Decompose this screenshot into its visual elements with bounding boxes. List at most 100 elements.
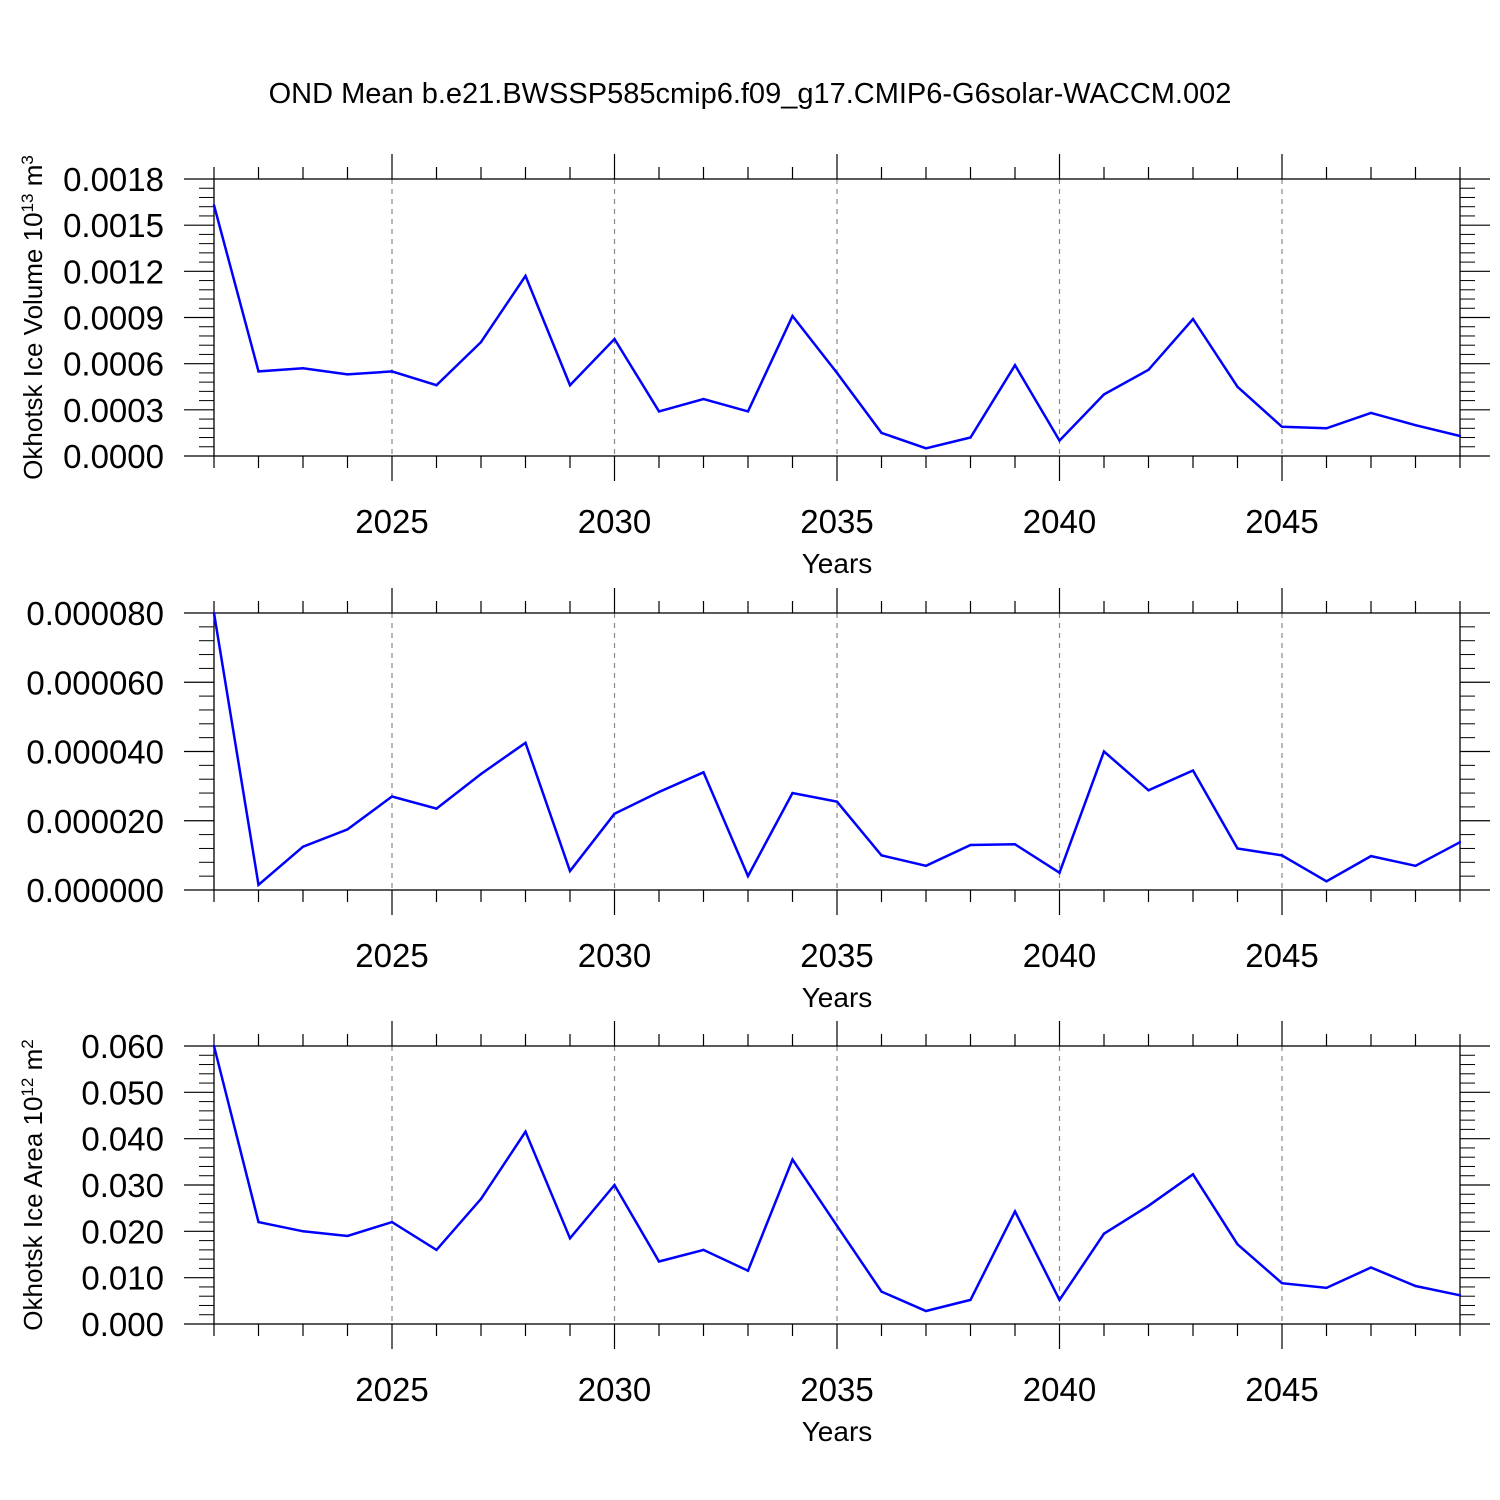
y-tick-label: 0.0015 — [63, 207, 164, 244]
data-point — [1369, 411, 1373, 415]
data-point — [791, 314, 794, 318]
panel-2: 2025 2030 2035 2040 2045 Years 0.000000 0.00002… — [26, 588, 1490, 1013]
data-point — [301, 1230, 305, 1233]
y-tick-label: 0.0009 — [63, 300, 164, 337]
figure-title: OND Mean b.e21.BWSSP585cmip6.f09_g17.CMI… — [269, 78, 1232, 110]
y-tick-label: 0.000080 — [26, 595, 164, 632]
x-tick-label: 2040 — [1023, 937, 1096, 974]
data-point — [835, 800, 839, 803]
y-tick-label: 0.000020 — [26, 803, 164, 840]
y-tick-label: 0.040 — [81, 1121, 164, 1158]
data-point — [212, 611, 216, 615]
data-point — [257, 1220, 260, 1224]
data-point — [568, 1237, 572, 1240]
y-tick-label: 0.020 — [81, 1213, 164, 1250]
data-point — [1147, 789, 1150, 792]
y-tick-label: 0.030 — [81, 1167, 164, 1204]
data-point — [212, 1044, 216, 1048]
data-point — [435, 384, 438, 387]
data-point — [613, 337, 616, 341]
data-point — [1013, 843, 1017, 846]
data-point — [1102, 1232, 1106, 1235]
data-point — [1013, 364, 1017, 367]
data-point — [702, 771, 705, 774]
data-point — [1414, 1284, 1417, 1288]
x-tick-label: 2030 — [578, 503, 651, 540]
y-tick-label: 0.010 — [81, 1260, 164, 1297]
data-point — [1280, 854, 1284, 857]
data-point — [212, 203, 216, 207]
y-tick-label: 0.0006 — [63, 346, 164, 383]
data-point — [1458, 434, 1462, 438]
data-point — [301, 367, 305, 370]
data-point — [524, 741, 527, 745]
data-point — [346, 1234, 349, 1238]
x-tick-label: 2045 — [1245, 1371, 1318, 1408]
data-point — [657, 790, 661, 794]
data-point — [479, 772, 483, 776]
y-tick-label: 0.0012 — [63, 253, 164, 290]
data-point — [1191, 1173, 1195, 1176]
data-point — [924, 447, 928, 450]
data-point — [1325, 1286, 1328, 1290]
data-point — [969, 436, 972, 439]
data-point — [746, 410, 750, 413]
data-point — [791, 1158, 794, 1161]
data-point — [1058, 1298, 1061, 1302]
data-point — [791, 791, 794, 795]
x-tick-label: 2035 — [800, 503, 873, 540]
data-point — [524, 1130, 527, 1133]
data-point — [1147, 1204, 1150, 1208]
data-point — [301, 845, 305, 848]
data-point — [1236, 1243, 1239, 1246]
data-point — [702, 397, 705, 401]
data-point — [1013, 1210, 1017, 1213]
y-tick-label: 0.050 — [81, 1074, 164, 1111]
data-point — [479, 1197, 483, 1201]
data-point — [657, 410, 661, 413]
data-point — [702, 1248, 705, 1252]
data-point — [1369, 854, 1373, 858]
x-tick-label: 2035 — [800, 937, 873, 974]
data-point — [924, 864, 928, 867]
data-point — [880, 1290, 883, 1293]
data-point — [346, 373, 349, 376]
data-point — [657, 1260, 661, 1263]
data-point — [390, 370, 394, 373]
x-tick-label: 2030 — [578, 937, 651, 974]
x-axis-label: Years — [802, 1416, 873, 1447]
data-point — [524, 274, 527, 278]
data-point — [880, 854, 883, 857]
data-point — [1191, 769, 1195, 772]
data-point — [479, 340, 483, 344]
data-point — [1414, 864, 1417, 867]
data-point — [1058, 439, 1061, 442]
data-point — [568, 869, 572, 873]
data-point — [746, 1269, 750, 1272]
data-point — [1458, 1294, 1462, 1297]
data-point — [924, 1309, 928, 1313]
data-point — [1369, 1266, 1373, 1269]
data-point — [1191, 317, 1195, 321]
x-tick-label: 2025 — [355, 937, 428, 974]
data-point — [568, 384, 572, 387]
y-axis-label: Okhotsk Ice Area 1012 m2 — [18, 1039, 49, 1330]
x-axis-label: Years — [802, 982, 873, 1013]
data-point — [435, 807, 438, 810]
y-tick-label: 0.0003 — [63, 392, 164, 429]
data-point — [1280, 425, 1284, 428]
data-point — [1236, 385, 1239, 388]
data-point — [257, 883, 260, 887]
data-point — [1147, 368, 1150, 372]
data-point — [346, 828, 349, 831]
data-point — [835, 1224, 839, 1227]
y-tick-label: 0.060 — [81, 1028, 164, 1065]
data-point — [969, 843, 972, 847]
data-point — [1325, 427, 1328, 430]
data-point — [390, 1220, 394, 1224]
data-point — [1458, 841, 1462, 844]
x-tick-label: 2025 — [355, 1371, 428, 1408]
data-point — [390, 795, 394, 798]
panel-3: 2025 2030 2035 2040 2045 Years 0.000 0.010 0.020… — [18, 1021, 1490, 1447]
data-point — [1414, 424, 1417, 427]
